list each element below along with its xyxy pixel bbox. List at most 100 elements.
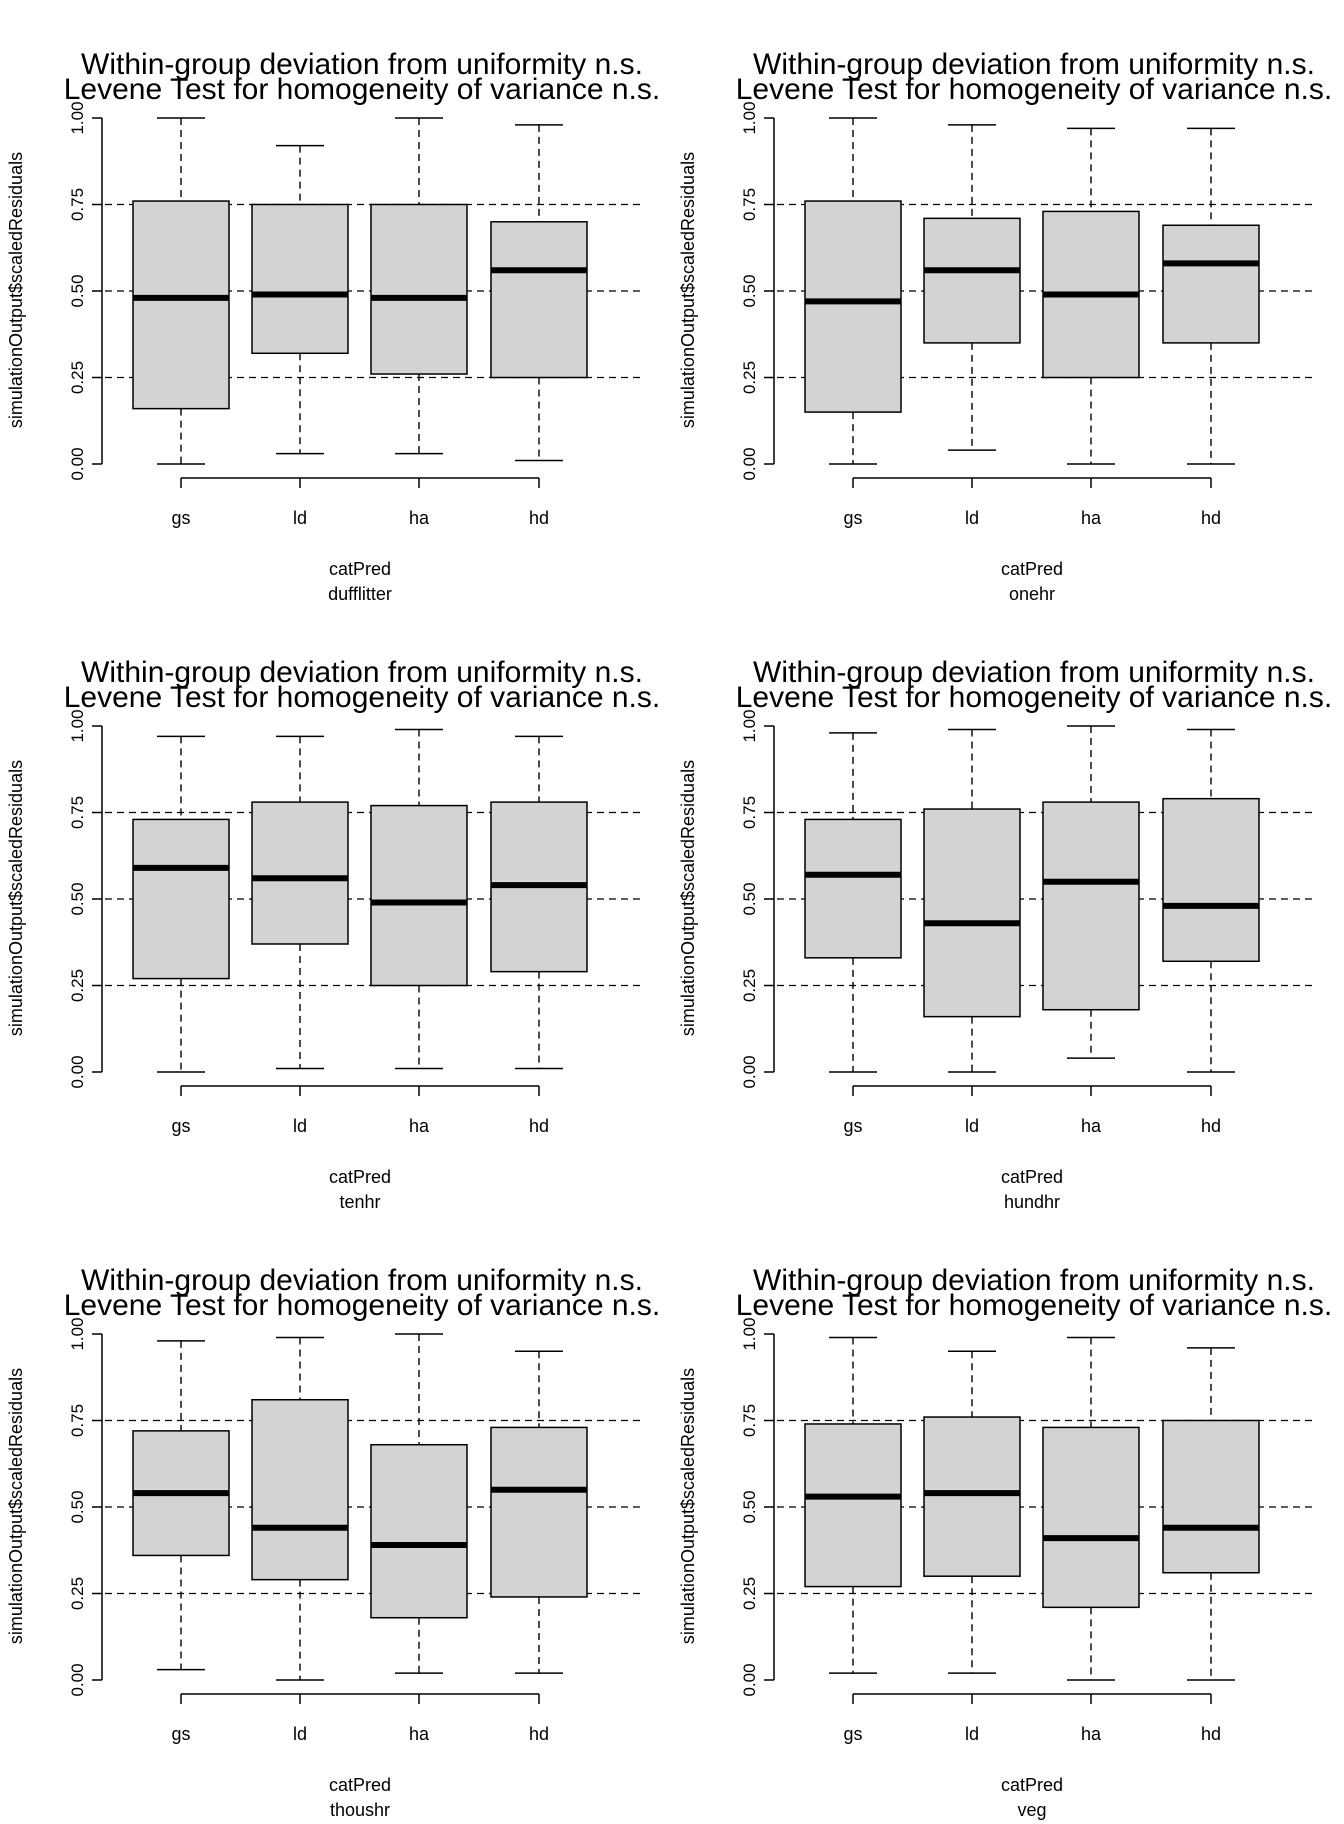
- box-ld: [251, 203, 349, 355]
- box-ld: [251, 1398, 349, 1581]
- x-axis-sublabel: tenhr: [339, 1192, 380, 1212]
- x-tick-label: gs: [843, 1116, 862, 1136]
- box-hd: [1162, 797, 1260, 963]
- y-tick-label: 0.25: [68, 361, 87, 394]
- x-tick-label: hd: [529, 508, 549, 528]
- box-ld: [923, 808, 1021, 1018]
- x-tick-label: ha: [409, 508, 430, 528]
- x-tick-label: gs: [171, 1116, 190, 1136]
- y-tick-label: 1.00: [68, 709, 87, 742]
- box-ha: [370, 804, 468, 987]
- y-tick-label: 0.50: [68, 1490, 87, 1523]
- x-axis-sublabel: hundhr: [1004, 1192, 1060, 1212]
- x-tick-label: ld: [965, 1116, 979, 1136]
- chart-subtitle: Levene Test for homogeneity of variance …: [736, 1289, 1332, 1322]
- chart-title: Within-group deviation from uniformity n…: [81, 48, 643, 81]
- box-gs: [132, 818, 230, 980]
- x-tick-label: hd: [529, 1116, 549, 1136]
- chart-subtitle: Levene Test for homogeneity of variance …: [64, 681, 660, 714]
- box-ld: [251, 801, 349, 945]
- y-axis-label: simulationOutput$scaledResiduals: [678, 760, 698, 1036]
- x-axis-label: catPred: [1001, 1775, 1063, 1795]
- y-tick-label: 0.25: [740, 969, 759, 1002]
- y-axis-label: simulationOutput$scaledResiduals: [6, 760, 26, 1036]
- box-ha: [1042, 1426, 1140, 1609]
- boxplot-panel-onehr: Within-group deviation from uniformity n…: [678, 48, 1332, 604]
- box-ld: [923, 1416, 1021, 1577]
- y-tick-label: 1.00: [740, 101, 759, 134]
- y-tick-label: 0.25: [68, 1577, 87, 1610]
- x-tick-label: ha: [1081, 508, 1102, 528]
- box-ha: [370, 203, 468, 375]
- x-tick-label: hd: [529, 1724, 549, 1744]
- boxplot-panel-dufflitter: Within-group deviation from uniformity n…: [6, 48, 660, 604]
- y-tick-label: 0.75: [740, 188, 759, 221]
- y-tick-label: 0.00: [740, 1055, 759, 1088]
- box-gs: [804, 818, 902, 959]
- y-tick-label: 0.75: [740, 796, 759, 829]
- x-axis-label: catPred: [329, 1167, 391, 1187]
- y-tick-label: 0.25: [740, 361, 759, 394]
- box-ha: [370, 1443, 468, 1619]
- y-tick-label: 1.00: [740, 1317, 759, 1350]
- box-hd: [1162, 224, 1260, 344]
- y-tick-label: 1.00: [68, 1317, 87, 1350]
- y-tick-label: 1.00: [740, 709, 759, 742]
- y-tick-label: 0.50: [740, 274, 759, 307]
- x-axis-label: catPred: [1001, 1167, 1063, 1187]
- x-tick-label: gs: [843, 508, 862, 528]
- y-tick-label: 0.25: [68, 969, 87, 1002]
- y-axis-label: simulationOutput$scaledResiduals: [6, 152, 26, 428]
- x-axis-label: catPred: [1001, 559, 1063, 579]
- y-tick-label: 0.50: [68, 882, 87, 915]
- y-tick-label: 0.00: [68, 1055, 87, 1088]
- chart-subtitle: Levene Test for homogeneity of variance …: [736, 681, 1332, 714]
- box-ha: [1042, 801, 1140, 1011]
- x-axis-sublabel: veg: [1017, 1800, 1046, 1820]
- y-tick-label: 0.75: [68, 1404, 87, 1437]
- y-axis-label: simulationOutput$scaledResiduals: [678, 152, 698, 428]
- y-axis-label: simulationOutput$scaledResiduals: [6, 1368, 26, 1644]
- x-tick-label: ha: [1081, 1116, 1102, 1136]
- x-axis-sublabel: thoushr: [330, 1800, 390, 1820]
- chart-subtitle: Levene Test for homogeneity of variance …: [64, 1289, 660, 1322]
- chart-subtitle: Levene Test for homogeneity of variance …: [736, 73, 1332, 106]
- y-tick-label: 0.25: [740, 1577, 759, 1610]
- x-tick-label: ha: [1081, 1724, 1102, 1744]
- boxplot-panel-thoushr: Within-group deviation from uniformity n…: [6, 1264, 660, 1820]
- box-gs: [804, 200, 902, 413]
- x-tick-label: ld: [293, 508, 307, 528]
- chart-title: Within-group deviation from uniformity n…: [753, 656, 1315, 689]
- x-axis-sublabel: onehr: [1009, 584, 1055, 604]
- chart-title: Within-group deviation from uniformity n…: [753, 1264, 1315, 1297]
- box-ld: [923, 217, 1021, 344]
- chart-title: Within-group deviation from uniformity n…: [753, 48, 1315, 81]
- y-tick-label: 0.50: [68, 274, 87, 307]
- x-tick-label: gs: [843, 1724, 862, 1744]
- x-tick-label: hd: [1201, 1116, 1221, 1136]
- y-tick-label: 0.75: [740, 1404, 759, 1437]
- box-hd: [490, 1426, 588, 1598]
- x-axis-label: catPred: [329, 559, 391, 579]
- boxplot-panel-veg: Within-group deviation from uniformity n…: [678, 1264, 1332, 1820]
- x-tick-label: ld: [293, 1116, 307, 1136]
- box-gs: [804, 1423, 902, 1588]
- box-gs: [132, 200, 230, 410]
- x-tick-label: gs: [171, 508, 190, 528]
- boxplot-panel-hundhr: Within-group deviation from uniformity n…: [678, 656, 1332, 1212]
- x-tick-label: ha: [409, 1724, 430, 1744]
- chart-title: Within-group deviation from uniformity n…: [81, 656, 643, 689]
- y-tick-label: 0.00: [68, 1663, 87, 1696]
- x-axis-label: catPred: [329, 1775, 391, 1795]
- chart-title: Within-group deviation from uniformity n…: [81, 1264, 643, 1297]
- box-hd: [490, 221, 588, 379]
- y-tick-label: 0.50: [740, 882, 759, 915]
- y-tick-label: 0.75: [68, 188, 87, 221]
- y-tick-label: 0.50: [740, 1490, 759, 1523]
- box-hd: [1162, 1419, 1260, 1574]
- x-tick-label: hd: [1201, 508, 1221, 528]
- boxplot-panel-tenhr: Within-group deviation from uniformity n…: [6, 656, 660, 1212]
- x-axis-sublabel: dufflitter: [328, 584, 392, 604]
- y-tick-label: 0.00: [68, 447, 87, 480]
